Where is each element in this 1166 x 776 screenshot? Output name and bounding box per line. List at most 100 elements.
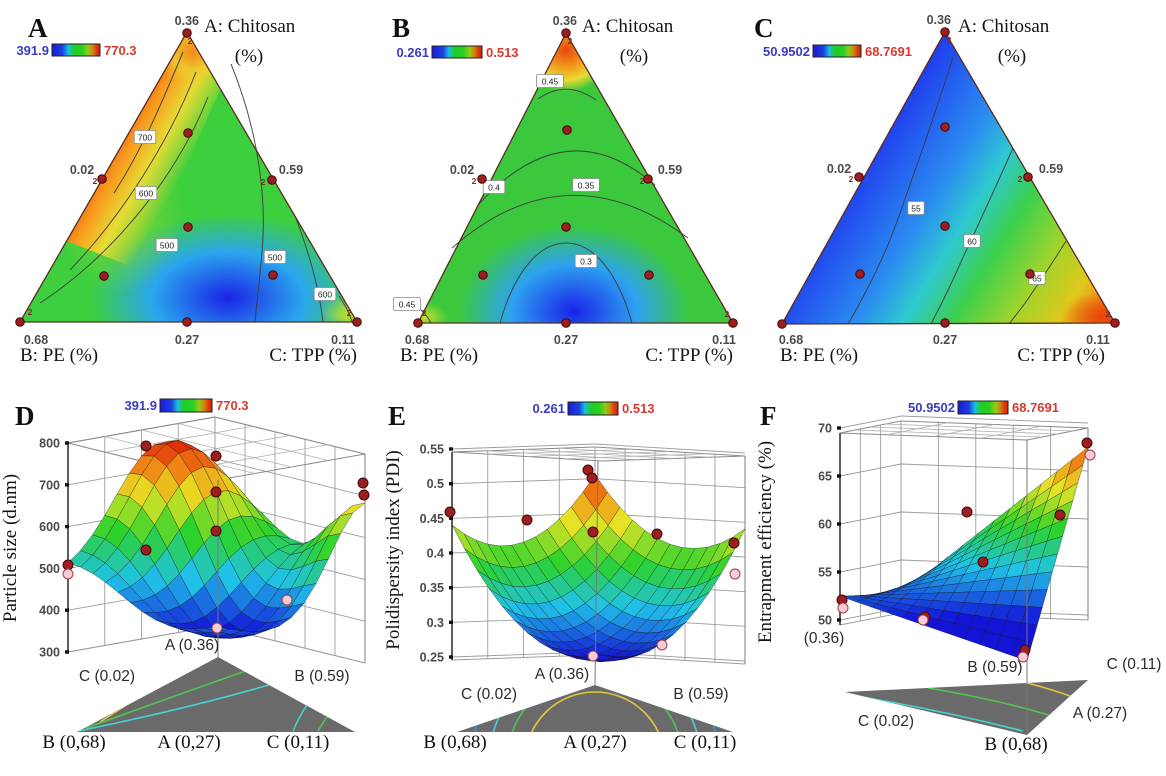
axis-left-C: B: PE (%) [780, 345, 858, 366]
floor-label-a027-F: A (0.27) [1073, 705, 1127, 722]
z-tick-label: 0.3 [427, 616, 444, 630]
scale-high-A: 770.3 [104, 43, 137, 58]
right-tick-C: 0.59 [1039, 162, 1063, 176]
z-tick-mark [449, 655, 453, 659]
design-point [729, 568, 741, 580]
design-point [182, 28, 192, 38]
design-point [62, 568, 74, 580]
design-point [413, 318, 423, 328]
z-tick-mark [65, 608, 69, 612]
contour-label-box [134, 186, 158, 200]
z-tick-label: 700 [39, 478, 60, 492]
contour-label: 0.3 [580, 257, 592, 267]
front-corner-edge [594, 460, 599, 686]
floor-label-c002-F: C (0.02) [858, 713, 914, 730]
axis-left-B: B: PE (%) [400, 345, 478, 366]
axis-right-C: C: TPP (%) [1017, 345, 1105, 366]
panel-D: 800 700 600 500 400 300 D 391.9 770.3 Particl… [0, 398, 370, 753]
roof-grid [523, 449, 674, 459]
contour-label-box [155, 238, 179, 252]
floor-label-c002-E: C (0.02) [461, 686, 517, 703]
floor-label-b059-D: B (0.59) [294, 668, 349, 685]
contour-label-box [907, 201, 925, 215]
grid-line [451, 443, 596, 450]
z-tick-mark [837, 426, 841, 430]
apex-unit-A: (%) [235, 46, 263, 67]
design-point [977, 556, 989, 568]
bc-tick-B: 0.27 [554, 333, 578, 347]
z-tick-mark [65, 441, 69, 445]
z-tick-label: 800 [39, 437, 60, 451]
roof-grid [141, 429, 292, 468]
z-tick-mark [837, 522, 841, 526]
bc-tick-A: 0.27 [175, 333, 199, 347]
apex-unit-B: (%) [620, 46, 648, 67]
grid-line [839, 415, 902, 429]
design-point [586, 472, 598, 484]
right-tick-A: 0.59 [279, 163, 303, 177]
corner-warm [418, 300, 452, 323]
z-tick-label: 400 [39, 604, 60, 618]
z-tick-mark [837, 618, 841, 622]
apex-unit-C: (%) [998, 46, 1026, 67]
roof-grid [855, 429, 1043, 438]
design-point [1017, 651, 1029, 663]
floor-label-a027-D: A (0,27) [157, 732, 220, 753]
grid-line [900, 415, 1089, 424]
bl-tick-A: 0.68 [24, 333, 48, 347]
z-tick-label: 0.35 [420, 581, 444, 595]
color-scale-bar-F [957, 400, 1009, 415]
surface-D [67, 440, 366, 657]
z-tick-mark [837, 570, 841, 574]
panel-C: 55 60 65 2 2 2 2 C 50.9502 68.7691 0.36 A: Ch… [754, 13, 1120, 366]
design-point [183, 222, 193, 232]
scale-low-D: 391.9 [124, 398, 157, 413]
design-point [854, 172, 864, 182]
design-point [644, 270, 654, 280]
contour-label-box [574, 254, 598, 268]
left-tick-B: 0.02 [450, 163, 474, 177]
floor-label-a027-E: A (0,27) [563, 732, 626, 753]
z-tick-label: 0.5 [427, 477, 444, 491]
replicate-count: 2 [1106, 309, 1111, 319]
design-point [562, 125, 572, 135]
floor-label-a036-D: A (0.36) [165, 637, 219, 654]
left-tick-A: 0.02 [70, 163, 94, 177]
contour-label: 0.45 [399, 300, 416, 310]
replicate-marks-B: 2 2 2 2 2 [422, 36, 730, 319]
floor-label-b059-F: B (0.59) [967, 659, 1022, 676]
br-tick-C: 0.11 [1086, 333, 1110, 347]
design-point [656, 639, 668, 651]
grid-line [900, 463, 1089, 472]
z-tick-mark [449, 620, 453, 624]
z-tick-label: 600 [39, 520, 60, 534]
replicate-marks-C: 2 2 2 2 [849, 35, 1111, 319]
replicate-count: 2 [422, 308, 427, 318]
zticks-D: 800 700 600 500 400 300 [39, 437, 69, 660]
scale-high-F: 68.7691 [1012, 400, 1059, 415]
design-point [940, 221, 950, 231]
contour-labels-A: 700 600 500 500 600 [133, 130, 337, 301]
replicate-count: 2 [347, 308, 352, 318]
design-point [210, 486, 222, 498]
design-point [728, 537, 740, 549]
scale-high-E: 0.513 [622, 401, 655, 416]
design-point [183, 128, 193, 138]
design-point [587, 650, 599, 662]
design-point [1110, 318, 1120, 328]
floor-label-c002-D: C (0.02) [79, 668, 135, 685]
floor-label-c011-E: C (0,11) [674, 732, 737, 753]
design-point [1084, 449, 1096, 461]
design-point [210, 450, 222, 462]
ternary-base-C [782, 32, 1115, 324]
z-tick-mark [837, 474, 841, 478]
replicate-count: 2 [640, 176, 645, 186]
z-axis-title-F: Entrapment efficiency (%) [755, 441, 776, 643]
design-point [561, 28, 571, 38]
panel-A: 700 600 500 500 600 2 2 2 2 2 A 391.9 770.3 0.36… [15, 13, 362, 366]
design-point [140, 544, 152, 556]
br-tick-A: 0.11 [331, 333, 355, 347]
axis-left-A: B: PE (%) [20, 345, 98, 366]
bl-tick-B: 0.68 [405, 333, 429, 347]
z-tick-label: 0.25 [420, 651, 444, 665]
